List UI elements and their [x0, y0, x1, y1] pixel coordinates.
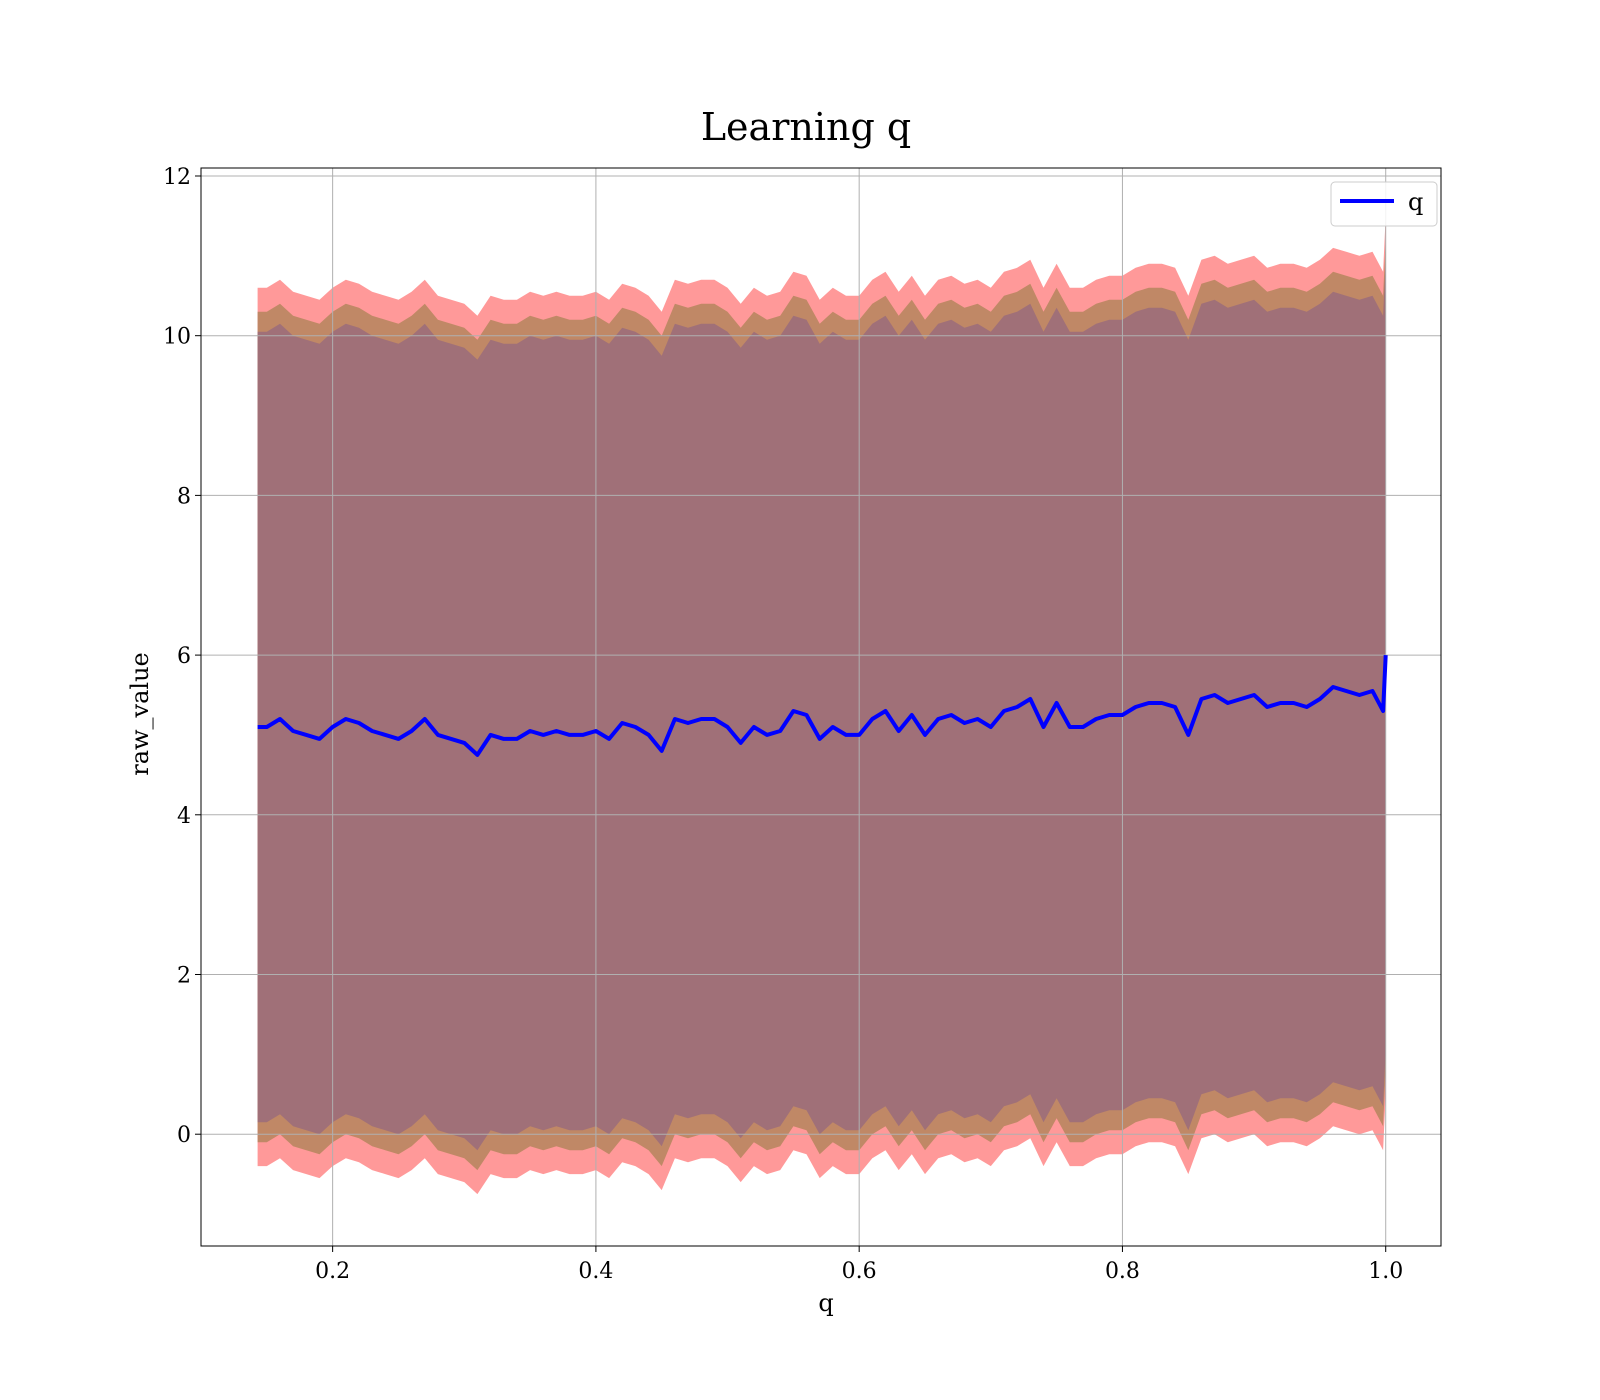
y-axis-label: raw_value: [126, 652, 154, 776]
x-tick-label: 0.4: [578, 1259, 613, 1284]
y-axis-ticks: 0 2 4 6 8 10 12: [163, 165, 201, 1148]
x-tick-label: 0.6: [842, 1259, 877, 1284]
chart-title: Learning q: [701, 105, 911, 149]
y-tick-label: 0: [177, 1123, 191, 1148]
confidence-bands: [257, 215, 1386, 1195]
legend-label-q: q: [1408, 188, 1423, 216]
x-tick-label: 0.8: [1105, 1259, 1140, 1284]
legend: q: [1330, 181, 1438, 227]
y-tick-label: 6: [177, 644, 191, 669]
x-axis-ticks: 0.2 0.4 0.6 0.8 1.0: [315, 1246, 1403, 1284]
band-inner: [257, 259, 1386, 1151]
grid: [201, 168, 1441, 1246]
plot-frame: [200, 167, 1442, 1247]
y-tick-label: 4: [177, 804, 191, 829]
plot-area: [200, 167, 1442, 1247]
x-tick-label: 1.0: [1368, 1259, 1403, 1284]
y-tick-label: 10: [163, 325, 191, 350]
y-tick-label: 8: [177, 484, 191, 509]
y-tick-label: 12: [163, 165, 191, 190]
series-layer: [257, 655, 1388, 757]
y-tick-label: 2: [177, 964, 191, 989]
series-line-q: [257, 655, 1388, 757]
x-tick-label: 0.2: [315, 1259, 350, 1284]
legend-box: [1330, 181, 1438, 227]
x-axis-label: q: [818, 1289, 833, 1317]
